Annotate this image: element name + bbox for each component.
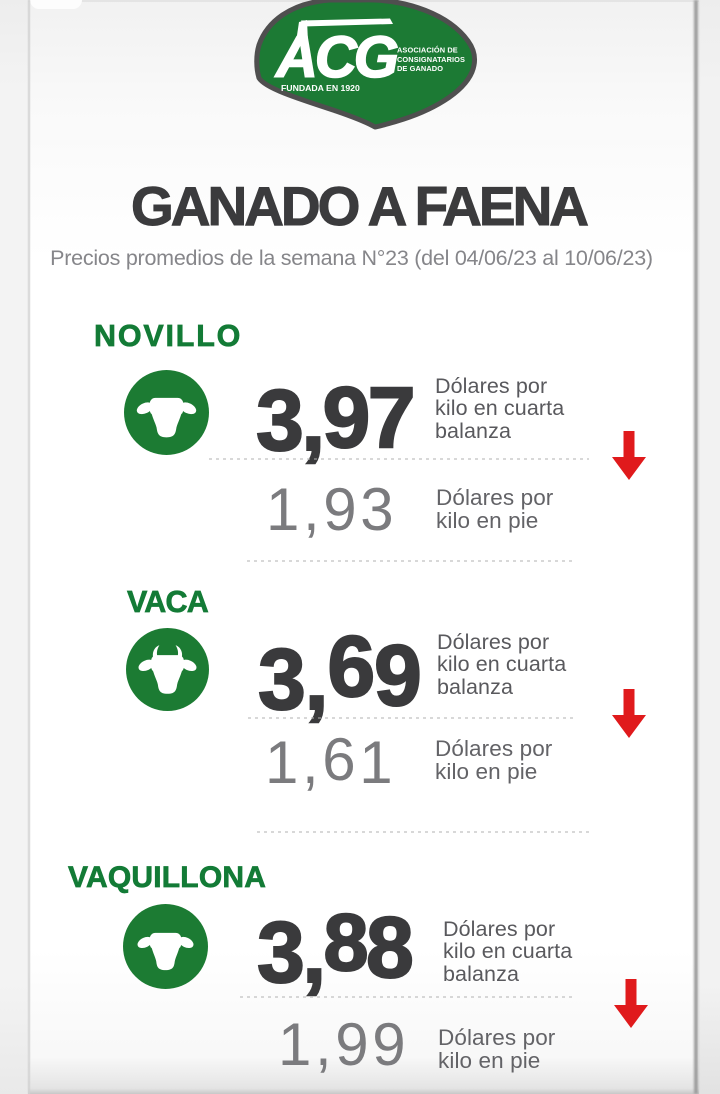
svg-text:ASOCIACIÓN DE: ASOCIACIÓN DE [397, 46, 458, 55]
svg-text:CONSIGNATARIOS: CONSIGNATARIOS [397, 55, 465, 64]
svg-text:FUNDADA EN 1920: FUNDADA EN 1920 [281, 83, 360, 93]
svg-text:DE GANADO: DE GANADO [397, 64, 443, 73]
svg-text:ACG: ACG [274, 25, 398, 90]
